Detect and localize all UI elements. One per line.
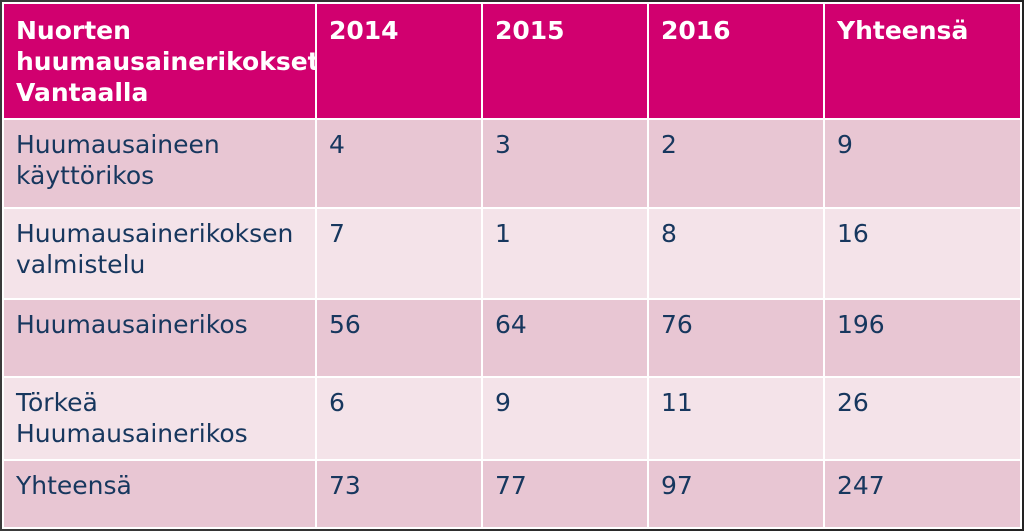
- row-label: Huumausainerikos: [2, 298, 317, 378]
- table-row: Huumausaineen käyttörikos 4 3 2 9: [2, 118, 1022, 209]
- cell-2014: 7: [315, 207, 483, 300]
- cell-2015: 3: [481, 118, 649, 209]
- cell-2016: 97: [647, 459, 825, 529]
- row-label: Törkeä Huumausainerikos: [2, 376, 317, 461]
- cell-total: 196: [823, 298, 1022, 378]
- table-row: Huumausainerikos 56 64 76 196: [2, 298, 1022, 378]
- cell-2016: 76: [647, 298, 825, 378]
- header-cell-2015: 2015: [481, 2, 649, 120]
- cell-2015: 77: [481, 459, 649, 529]
- cell-2016: 11: [647, 376, 825, 461]
- header-cell-2016: 2016: [647, 2, 825, 120]
- cell-2014: 56: [315, 298, 483, 378]
- row-label: Huumausainerikoksen valmistelu: [2, 207, 317, 300]
- row-label: Huumausaineen käyttörikos: [2, 118, 317, 209]
- table-row-total: Yhteensä 73 77 97 247: [2, 459, 1022, 529]
- cell-2014: 4: [315, 118, 483, 209]
- cell-2014: 73: [315, 459, 483, 529]
- cell-total: 16: [823, 207, 1022, 300]
- cell-2015: 64: [481, 298, 649, 378]
- header-cell-total: Yhteensä: [823, 2, 1022, 120]
- cell-2015: 9: [481, 376, 649, 461]
- cell-2015: 1: [481, 207, 649, 300]
- table-row: Törkeä Huumausainerikos 6 9 11 26: [2, 376, 1022, 461]
- cell-2014: 6: [315, 376, 483, 461]
- table-row: Huumausainerikoksen valmistelu 7 1 8 16: [2, 207, 1022, 300]
- cell-total: 26: [823, 376, 1022, 461]
- cell-total: 247: [823, 459, 1022, 529]
- row-label: Yhteensä: [2, 459, 317, 529]
- header-cell-title: Nuorten huumausainerikokset Vantaalla: [2, 2, 317, 120]
- table-header-row: Nuorten huumausainerikokset Vantaalla 20…: [2, 2, 1022, 120]
- cell-total: 9: [823, 118, 1022, 209]
- cell-2016: 8: [647, 207, 825, 300]
- header-cell-2014: 2014: [315, 2, 483, 120]
- cell-2016: 2: [647, 118, 825, 209]
